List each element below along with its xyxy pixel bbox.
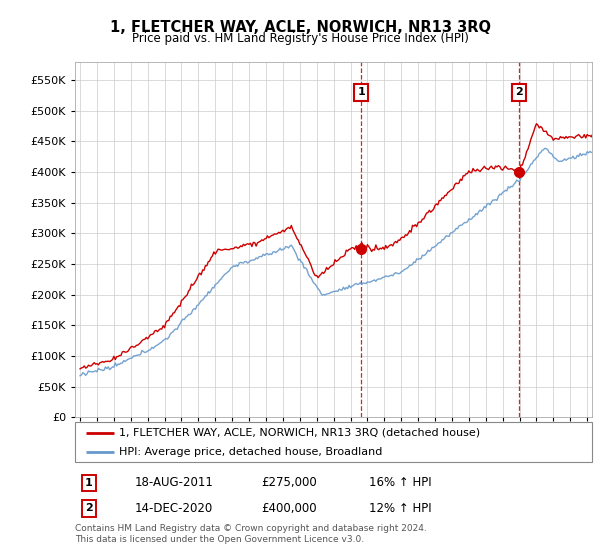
Text: 16% ↑ HPI: 16% ↑ HPI [369, 476, 431, 489]
Text: £275,000: £275,000 [261, 476, 317, 489]
Text: 1, FLETCHER WAY, ACLE, NORWICH, NR13 3RQ: 1, FLETCHER WAY, ACLE, NORWICH, NR13 3RQ [110, 20, 491, 35]
Text: £400,000: £400,000 [261, 502, 317, 515]
Text: Price paid vs. HM Land Registry's House Price Index (HPI): Price paid vs. HM Land Registry's House … [131, 32, 469, 45]
FancyBboxPatch shape [75, 422, 592, 462]
Text: This data is licensed under the Open Government Licence v3.0.: This data is licensed under the Open Gov… [75, 535, 364, 544]
Text: 1: 1 [85, 478, 92, 488]
Text: 18-AUG-2011: 18-AUG-2011 [135, 476, 214, 489]
Text: HPI: Average price, detached house, Broadland: HPI: Average price, detached house, Broa… [119, 447, 382, 457]
Text: 1: 1 [357, 87, 365, 97]
Text: 14-DEC-2020: 14-DEC-2020 [135, 502, 213, 515]
Text: 1, FLETCHER WAY, ACLE, NORWICH, NR13 3RQ (detached house): 1, FLETCHER WAY, ACLE, NORWICH, NR13 3RQ… [119, 428, 480, 438]
Text: 2: 2 [515, 87, 523, 97]
Text: 2: 2 [85, 503, 92, 514]
Text: Contains HM Land Registry data © Crown copyright and database right 2024.: Contains HM Land Registry data © Crown c… [75, 524, 427, 533]
Text: 12% ↑ HPI: 12% ↑ HPI [369, 502, 431, 515]
